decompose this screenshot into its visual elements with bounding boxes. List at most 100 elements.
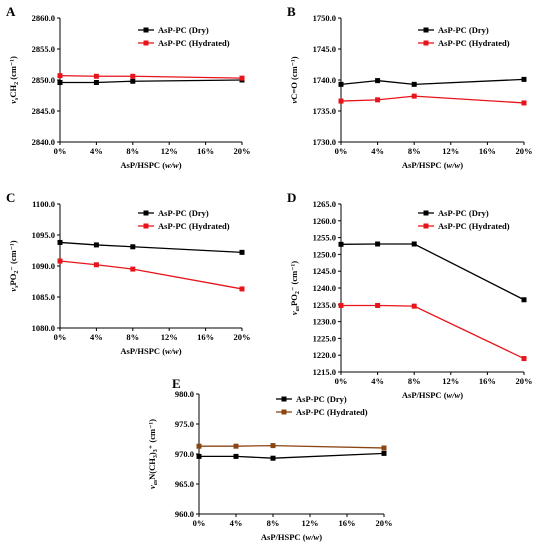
x-tick-label: 8%: [126, 332, 139, 342]
x-axis-label: AsP/HSPC (w/w): [402, 390, 463, 400]
legend-marker: [423, 210, 429, 216]
data-point-dry: [338, 241, 344, 247]
x-tick-label: 20%: [516, 376, 533, 386]
x-tick-label: 16%: [479, 376, 496, 386]
y-tick-label: 965.0: [175, 479, 194, 489]
y-tick-label: 2855.0: [32, 44, 55, 54]
legend-marker: [143, 223, 149, 229]
data-point-hydrated: [270, 443, 276, 449]
y-tick-label: 1265.0: [313, 199, 336, 209]
series-line-dry: [60, 79, 243, 84]
data-point-hydrated: [57, 258, 63, 264]
data-point-dry: [93, 242, 99, 248]
x-tick-label: 20%: [234, 146, 251, 156]
x-tick-label: 16%: [197, 146, 214, 156]
y-tick-label: 960.0: [175, 509, 194, 519]
x-tick-label: 12%: [302, 518, 319, 528]
x-tick-label: 4%: [371, 376, 384, 386]
x-tick-label: 16%: [197, 332, 214, 342]
series-line-hydrated: [199, 444, 385, 449]
panel-e: E 960.0 965.0 970.0 975.0 980.0 0% 4% 8% 12% 16% 20…: [147, 376, 393, 542]
data-point-hydrated: [338, 98, 344, 104]
legend-label: AsP-PC (Dry): [438, 208, 489, 218]
data-point-dry: [233, 453, 239, 459]
y-tick-label: 970.0: [175, 449, 194, 459]
x-tick-label: 16%: [339, 518, 356, 528]
y-axis-label: νasN(CH3)3⁺ (cm⁻¹): [147, 419, 159, 489]
x-tick-label: 0%: [54, 332, 67, 342]
data-point-dry: [270, 455, 276, 461]
x-tick-label: 0%: [335, 146, 348, 156]
series-line-dry: [340, 78, 525, 85]
x-tick-label: 8%: [408, 376, 421, 386]
series-line-hydrated: [59, 75, 243, 79]
data-point-dry: [375, 241, 381, 247]
panel-letter: D: [287, 190, 296, 205]
x-tick-label: 12%: [442, 376, 459, 386]
series-line-dry: [199, 452, 385, 459]
legend-marker: [143, 210, 149, 216]
y-tick-label: 1750.0: [313, 13, 336, 23]
data-point-dry: [239, 249, 245, 255]
y-tick-label: 1100.0: [32, 199, 55, 209]
x-tick-label: 4%: [90, 332, 103, 342]
data-point-hydrated: [521, 356, 527, 362]
data-point-dry: [93, 79, 99, 85]
x-tick-label: 20%: [516, 146, 533, 156]
x-tick-label: 20%: [376, 518, 393, 528]
x-axis-label: AsP/HSPC (w/w): [402, 160, 463, 170]
data-point-hydrated: [57, 73, 63, 79]
y-tick-label: 1260.0: [313, 216, 336, 226]
series-line-hydrated: [340, 95, 525, 104]
data-point-hydrated: [375, 302, 381, 308]
x-tick-label: 12%: [442, 146, 459, 156]
legend-label: AsP-PC (Dry): [438, 25, 489, 35]
data-point-dry: [130, 78, 136, 84]
x-tick-label: 4%: [371, 146, 384, 156]
y-axis-label: νC=O (cm⁻¹): [289, 56, 299, 103]
x-axis-label: AsP/HSPC (w/w): [120, 346, 181, 356]
x-tick-label: 4%: [230, 518, 243, 528]
y-tick-label: 2840.0: [32, 137, 55, 147]
series-line-dry: [59, 241, 243, 254]
data-point-hydrated: [93, 262, 99, 268]
y-tick-label: 980.0: [175, 389, 194, 399]
data-point-dry: [411, 241, 417, 247]
legend-marker: [143, 27, 149, 33]
y-tick-label: 1250.0: [313, 249, 336, 259]
y-tick-label: 1220.0: [313, 350, 336, 360]
y-tick-label: 1215.0: [313, 367, 336, 377]
x-tick-label: 0%: [335, 376, 348, 386]
data-point-hydrated: [233, 443, 239, 449]
y-tick-label: 1740.0: [313, 75, 336, 85]
legend-marker: [281, 396, 287, 402]
legend-marker: [143, 40, 149, 46]
data-point-hydrated: [130, 266, 136, 272]
y-tick-label: 1225.0: [313, 333, 336, 343]
y-tick-label: 2860.0: [32, 13, 55, 23]
panel-a: A 2840.0 2845.0 2850.0 2855.0 2860.0 0% 4% 8% 12%…: [6, 4, 251, 170]
x-tick-label: 4%: [90, 146, 103, 156]
legend-label: AsP-PC (Hydrated): [158, 38, 230, 48]
x-axis-label: AsP/HSPC (w/w): [120, 160, 181, 170]
legend-label: AsP-PC (Dry): [158, 25, 209, 35]
data-point-hydrated: [381, 445, 387, 451]
data-point-dry: [521, 76, 527, 82]
data-point-dry: [338, 81, 344, 87]
legend-label: AsP-PC (Hydrated): [296, 407, 368, 417]
y-tick-label: 1240.0: [313, 283, 336, 293]
data-point-dry: [411, 81, 417, 87]
y-tick-label: 1080.0: [32, 323, 55, 333]
y-tick-label: 2850.0: [32, 75, 55, 85]
legend-marker: [423, 27, 429, 33]
y-tick-label: 1245.0: [313, 266, 336, 276]
legend-label: AsP-PC (Hydrated): [438, 38, 510, 48]
data-point-hydrated: [93, 73, 99, 79]
x-tick-label: 12%: [161, 332, 178, 342]
legend-marker: [423, 223, 429, 229]
legend-label: AsP-PC (Hydrated): [158, 221, 230, 231]
series-line-dry: [340, 243, 525, 301]
x-tick-label: 8%: [408, 146, 421, 156]
panel-letter: B: [287, 4, 296, 19]
